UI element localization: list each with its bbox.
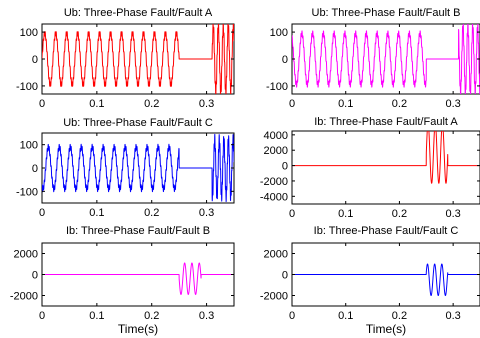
y-tick-label: 100 xyxy=(20,27,38,39)
x-tick-label: 0.1 xyxy=(338,310,353,322)
series-line-1 xyxy=(42,24,234,94)
subplot-5: Ib: Three-Phase Fault/Fault B 0 0.1 0.2 0.3 2… xyxy=(10,225,235,336)
subplot-1: Ub: Three-Phase Fault/Fault A 0 0.1 0.2 0.3 1… xyxy=(16,7,235,110)
series-line-1 xyxy=(292,131,480,184)
subplot-title: Ib: Three-Phase Fault/Fault A xyxy=(314,116,458,128)
series-line-1 xyxy=(42,262,234,295)
y-tick-label: -100 xyxy=(266,81,288,93)
series-line-1 xyxy=(292,263,480,296)
y-tick-label: 2000 xyxy=(14,249,38,261)
x-tick-label: 0.2 xyxy=(392,310,407,322)
y-tick-label: -100 xyxy=(16,81,38,93)
x-tick-label: 0.2 xyxy=(144,98,159,110)
subplot-2: Ub: Three-Phase Fault/Fault B 0 0.1 0.2 0.3 1… xyxy=(266,7,480,110)
x-tick-label: 0.1 xyxy=(89,310,104,322)
series-line-1 xyxy=(292,24,480,94)
x-tick-label: 0.2 xyxy=(144,310,159,322)
series-line-1 xyxy=(42,133,234,203)
y-tick-label: 100 xyxy=(270,27,288,39)
axes-frame xyxy=(291,130,480,205)
subplot-title: Ub: Three-Phase Fault/Fault A xyxy=(64,7,213,19)
x-tick-label: 0.2 xyxy=(392,208,407,220)
x-axis-label: Time(s) xyxy=(118,322,158,336)
x-tick-label: 0 xyxy=(39,310,45,322)
y-tick-label: 0 xyxy=(32,163,38,175)
x-tick-label: 0.3 xyxy=(199,310,214,322)
y-tick-label: 0 xyxy=(32,54,38,66)
x-tick-label: 0.3 xyxy=(199,207,214,219)
y-tick-label: -2000 xyxy=(260,176,288,188)
y-tick-label: -100 xyxy=(16,186,38,198)
subplot-4: Ib: Three-Phase Fault/Fault A 0 0.1 0.2 0.3 4… xyxy=(260,116,480,220)
y-tick-label: -4000 xyxy=(260,191,288,203)
y-tick-label: 2000 xyxy=(264,249,288,261)
x-tick-label: 0 xyxy=(39,207,45,219)
x-tick-label: 0.1 xyxy=(89,98,104,110)
y-tick-label: 2000 xyxy=(264,145,288,157)
y-tick-label: 0 xyxy=(282,161,288,173)
x-tick-label: 0.1 xyxy=(338,98,353,110)
subplot-3: Ub: Three-Phase Fault/Fault C 0 0.1 0.2 0.3 1… xyxy=(16,117,235,219)
x-tick-label: 0.3 xyxy=(445,208,460,220)
x-tick-label: 0 xyxy=(289,310,295,322)
y-tick-label: -2000 xyxy=(10,291,38,303)
subplot-6: Ib: Three-Phase Fault/Fault C 0 0.1 0.2 0.3 2… xyxy=(260,225,480,336)
x-tick-label: 0 xyxy=(289,98,295,110)
x-tick-label: 0.2 xyxy=(144,207,159,219)
subplot-title: Ib: Three-Phase Fault/Fault C xyxy=(314,225,459,237)
x-tick-label: 0 xyxy=(39,98,45,110)
x-tick-label: 0.1 xyxy=(338,208,353,220)
subplot-title: Ib: Three-Phase Fault/Fault B xyxy=(66,225,210,237)
subplot-title: Ub: Three-Phase Fault/Fault C xyxy=(63,117,213,129)
x-tick-label: 0.3 xyxy=(445,310,460,322)
x-tick-label: 0 xyxy=(289,208,295,220)
x-tick-label: 0.3 xyxy=(199,98,214,110)
y-tick-label: -2000 xyxy=(260,291,288,303)
y-tick-label: 0 xyxy=(32,270,38,282)
y-tick-label: 4000 xyxy=(264,130,288,142)
x-tick-label: 0.3 xyxy=(445,98,460,110)
x-axis-label: Time(s) xyxy=(366,322,406,336)
y-tick-label: 0 xyxy=(282,270,288,282)
x-tick-label: 0.2 xyxy=(392,98,407,110)
subplot-title: Ub: Three-Phase Fault/Fault B xyxy=(312,7,461,19)
x-tick-label: 0.1 xyxy=(89,207,104,219)
y-tick-label: 100 xyxy=(20,140,38,152)
y-tick-label: 0 xyxy=(282,54,288,66)
